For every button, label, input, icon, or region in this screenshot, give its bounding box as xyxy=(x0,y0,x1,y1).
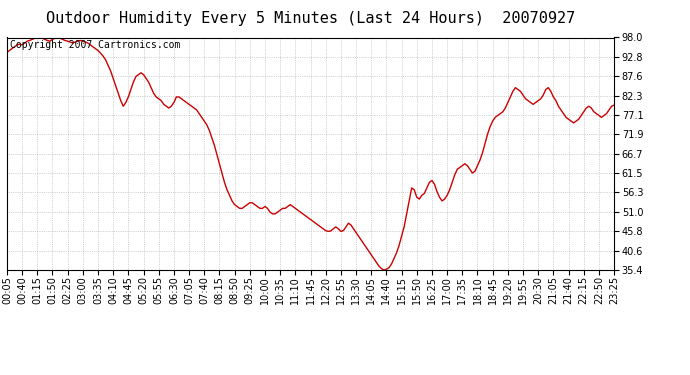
Text: Outdoor Humidity Every 5 Minutes (Last 24 Hours)  20070927: Outdoor Humidity Every 5 Minutes (Last 2… xyxy=(46,11,575,26)
Text: Copyright 2007 Cartronics.com: Copyright 2007 Cartronics.com xyxy=(10,40,180,50)
